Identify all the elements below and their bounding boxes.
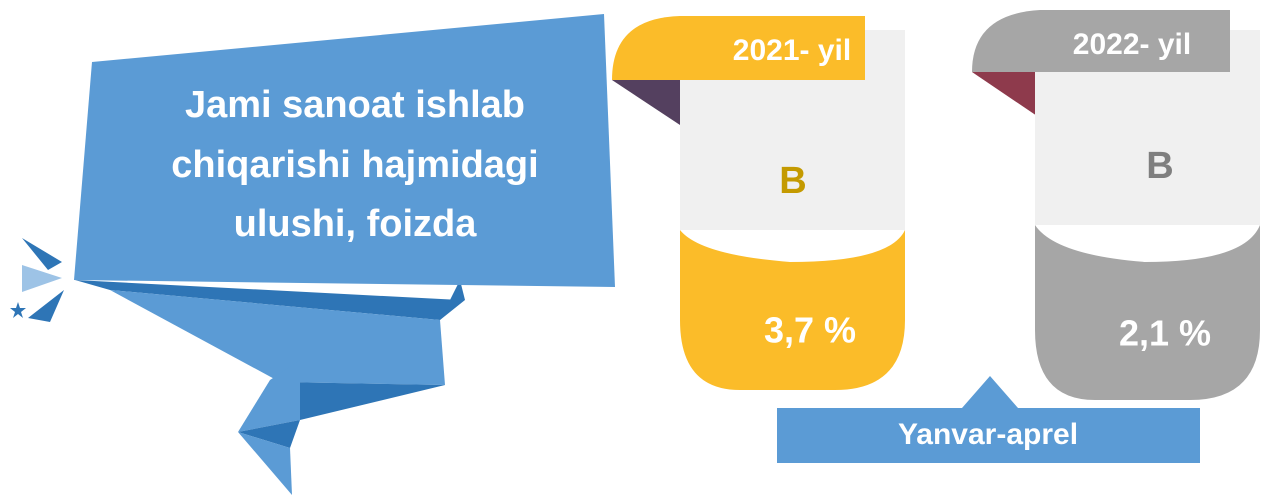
- ribbon: [440, 280, 465, 320]
- card-band: [972, 10, 1230, 72]
- decor: [22, 238, 62, 270]
- footer-label: Yanvar-aprel: [898, 418, 1078, 451]
- fold: [612, 80, 680, 125]
- decor: [22, 265, 62, 292]
- ribbon: [238, 360, 300, 432]
- card-bottom: [680, 230, 905, 390]
- banner: [74, 14, 615, 287]
- card-value: 3,7 %: [764, 310, 856, 351]
- card-year: 2021- yil: [733, 34, 851, 67]
- title-line: Jami sanoat ishlab: [185, 84, 525, 126]
- card-band: [612, 16, 865, 80]
- card-value: 2,1 %: [1119, 313, 1211, 354]
- ribbon: [238, 420, 300, 448]
- ribbon: [75, 280, 460, 320]
- card-letter: B: [779, 160, 806, 202]
- title-line: chiqarishi hajmidagi: [171, 144, 538, 186]
- ribbon: [280, 382, 445, 420]
- footer-box: [777, 408, 1200, 463]
- decor: [28, 290, 64, 322]
- card-bottom: [1035, 225, 1260, 400]
- decor: [10, 302, 26, 318]
- card-year: 2022- yil: [1073, 28, 1191, 61]
- ribbon: [238, 432, 292, 495]
- pointer: [962, 376, 1018, 408]
- fold: [972, 72, 1040, 118]
- card-body: [1035, 30, 1260, 225]
- title: Jami sanoat ishlab chiqarishi hajmidagi …: [171, 84, 538, 245]
- card-letter: B: [1146, 145, 1173, 187]
- ribbon: [110, 290, 445, 385]
- title-line: ulushi, foizda: [234, 203, 478, 245]
